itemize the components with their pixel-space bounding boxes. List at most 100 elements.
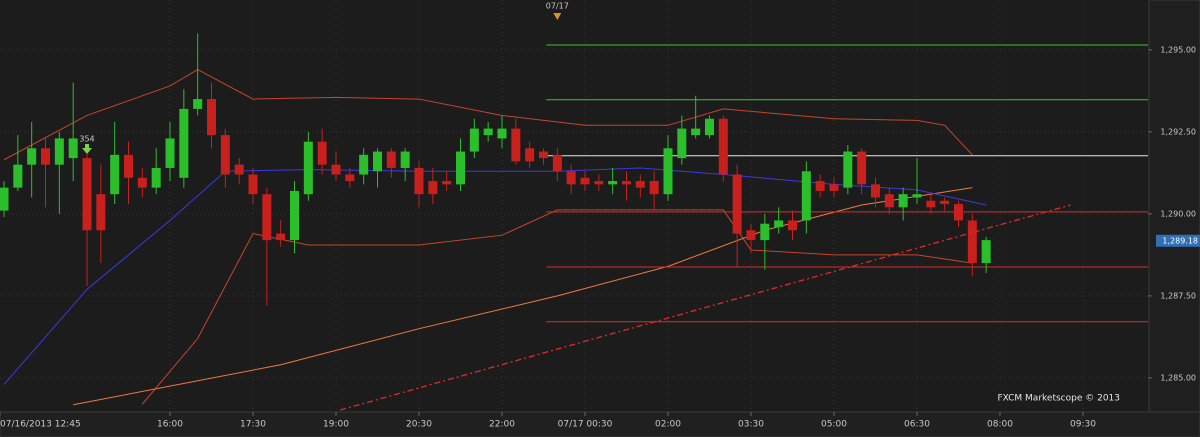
- candle-body: [262, 194, 272, 241]
- candle-body: [594, 181, 604, 185]
- candle-body: [912, 194, 922, 198]
- candle-body: [82, 158, 92, 231]
- x-tick-label: 06:30: [904, 420, 930, 430]
- candle-body: [967, 220, 977, 264]
- candle-body: [663, 148, 673, 195]
- signal-label: 354: [79, 135, 94, 144]
- candle-body: [718, 118, 728, 175]
- candle-body: [400, 151, 410, 168]
- candle-body: [483, 128, 493, 136]
- candle-body: [940, 200, 950, 205]
- candle-body: [774, 220, 784, 227]
- x-tick-label: 09:30: [1070, 420, 1096, 430]
- candle-body: [110, 154, 120, 195]
- candle-body: [704, 118, 714, 136]
- candle-body: [68, 138, 78, 159]
- candle-body: [815, 181, 825, 191]
- x-tick-label: 07/17 00:30: [558, 420, 613, 430]
- candle-body: [428, 181, 438, 195]
- candle-body: [303, 141, 313, 195]
- candle-body: [165, 138, 175, 168]
- price-axis: [1148, 0, 1200, 413]
- trendline: [339, 204, 1071, 411]
- candle-body: [621, 181, 631, 185]
- candle-body: [414, 167, 424, 195]
- candle-body: [552, 154, 562, 172]
- candle-body: [13, 164, 23, 188]
- candle-body: [580, 177, 590, 185]
- x-tick-label: 08:00: [987, 420, 1013, 430]
- candle-body: [442, 181, 452, 185]
- candle-body: [386, 151, 396, 168]
- candle-body: [677, 128, 687, 159]
- x-tick-label: 02:00: [655, 420, 681, 430]
- candle-body: [566, 171, 576, 185]
- x-tick-label: 19:00: [323, 420, 349, 430]
- y-tick-label: 1,295.00: [1160, 45, 1196, 54]
- last-price-label: 1,289.18: [1162, 236, 1198, 245]
- candle-body: [0, 187, 9, 211]
- candle-body: [981, 240, 991, 264]
- indicator-line: [141, 209, 973, 405]
- candle-body: [193, 99, 203, 109]
- x-tick-label: 16:00: [157, 420, 183, 430]
- watermark: FXCM Marketscope © 2013: [997, 394, 1120, 404]
- date-marker: [553, 13, 562, 20]
- y-tick-label: 1,287.50: [1160, 291, 1196, 300]
- candle-body: [96, 194, 106, 231]
- candle-body: [234, 164, 244, 175]
- candle-body: [926, 200, 936, 208]
- candle-body: [870, 184, 880, 198]
- candle-body: [801, 171, 811, 221]
- date-marker-label: 07/17: [546, 2, 569, 11]
- x-tick-label: 22:00: [489, 420, 515, 430]
- candle-body: [345, 174, 355, 182]
- y-tick-label: 1,292.50: [1160, 127, 1196, 136]
- candle-body: [760, 223, 770, 241]
- x-tick-label: 20:30: [406, 420, 432, 430]
- signal-arrow: [82, 144, 93, 154]
- candle-body: [538, 151, 548, 159]
- candle-body: [276, 233, 286, 241]
- candle-body: [953, 204, 963, 221]
- candle-body: [469, 128, 479, 152]
- x-tick-label: 03:30: [738, 420, 764, 430]
- time-axis: [0, 411, 1200, 437]
- candle-body: [124, 154, 134, 178]
- candle-body: [41, 148, 51, 165]
- x-tick-label: 17:30: [240, 420, 266, 430]
- candle-body: [137, 177, 147, 188]
- candle-body: [220, 135, 230, 175]
- candle-body: [649, 181, 659, 195]
- candle-body: [317, 141, 327, 165]
- candle-body: [884, 194, 894, 208]
- candle-body: [746, 230, 756, 241]
- candle-body: [829, 184, 839, 191]
- candle-body: [207, 99, 217, 136]
- x-tick-label: 07/16/2013 12:45: [0, 420, 81, 430]
- candle-body: [331, 164, 341, 175]
- indicator-line: [73, 187, 973, 406]
- candle-body: [857, 151, 867, 185]
- candle-body: [456, 151, 466, 185]
- candle-body: [787, 220, 797, 231]
- candle-body: [608, 181, 618, 185]
- candle-body: [511, 128, 521, 162]
- candle-body: [54, 138, 64, 165]
- candle-body: [151, 167, 161, 188]
- candle-body: [898, 194, 908, 208]
- candle-body: [525, 148, 535, 162]
- last-price-tag: [1156, 234, 1200, 247]
- candle-body: [843, 151, 853, 188]
- x-tick-label: 05:00: [821, 420, 847, 430]
- candle-body: [179, 108, 189, 178]
- candle-body: [732, 174, 742, 234]
- candle-body: [27, 148, 37, 165]
- y-tick-label: 1,285.00: [1160, 373, 1196, 382]
- candle-body: [691, 128, 701, 136]
- candle-body: [359, 154, 369, 175]
- candle-body: [373, 151, 383, 172]
- candle-body: [248, 174, 258, 195]
